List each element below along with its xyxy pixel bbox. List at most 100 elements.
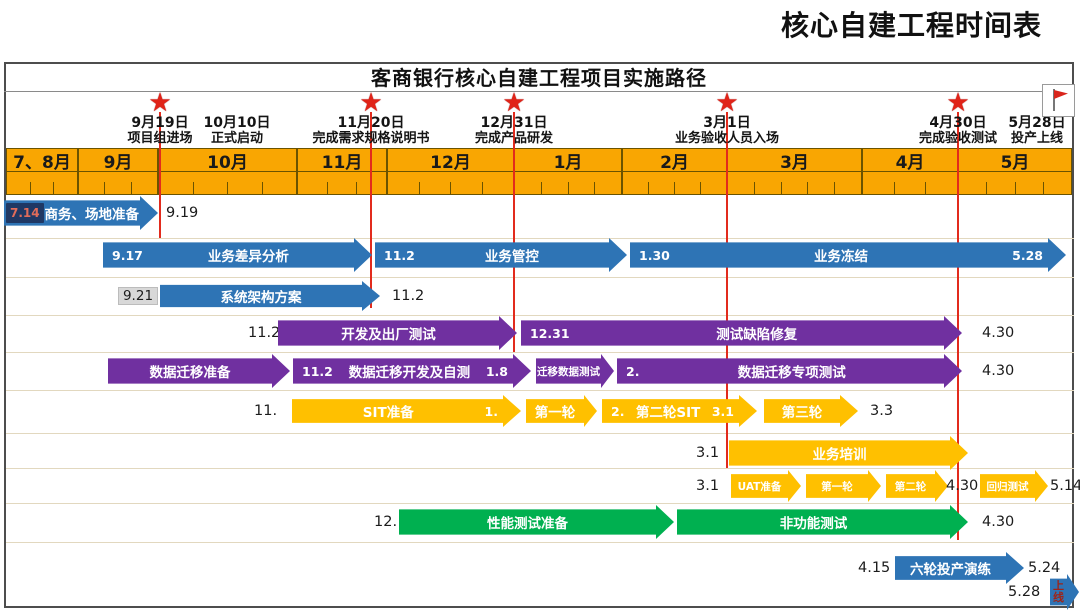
milestone-date: 5月28日 — [1008, 115, 1066, 131]
milestone-date: 11月20日 — [337, 115, 405, 131]
date-label: 5.28 — [1008, 584, 1041, 600]
task-bar: UAT准备 — [731, 470, 801, 502]
row-separator — [6, 277, 1074, 278]
week-cell — [649, 181, 675, 194]
task-bar-label: 上线 — [1053, 580, 1064, 604]
date-label: 4.30 — [982, 325, 1015, 341]
row-separator — [6, 352, 1074, 353]
date-label: 4.15 — [858, 560, 891, 576]
task-bar-label: UAT准备 — [737, 480, 782, 493]
milestone-line — [726, 112, 728, 468]
start-date-chip: 7.14 — [6, 203, 44, 223]
date-label: 11. — [254, 403, 278, 419]
week-cell — [542, 181, 569, 194]
week-cell — [388, 181, 420, 194]
date-label: 5.24 — [1028, 560, 1061, 576]
bar-end-date: 5.28 — [1012, 247, 1043, 263]
bar-end-date: 1.8 — [485, 363, 508, 379]
task-bar-label: 非功能测试 — [779, 516, 848, 532]
week-cell — [31, 181, 55, 194]
task-bar: 9.17 业务差异分析 — [103, 238, 372, 272]
date-label: 4.30 — [946, 478, 979, 494]
task-bar: 第一轮 — [806, 470, 881, 502]
week-cell — [132, 182, 157, 194]
task-bar: 第二轮 — [886, 470, 948, 502]
week-cell — [782, 181, 809, 194]
week-cell — [194, 181, 228, 194]
bar-start-date: 11.2 — [384, 247, 415, 263]
week-cell — [595, 182, 621, 194]
week-subrow — [958, 171, 1072, 195]
row-separator — [6, 315, 1074, 316]
date-label: 12. — [374, 514, 398, 530]
task-bar-label: 开发及出厂测试 — [341, 327, 436, 343]
row-separator — [6, 468, 1074, 469]
task-bar-label: 回归测试 — [986, 480, 1029, 493]
week-cell — [926, 182, 957, 194]
milestone-date: 12月31日 — [480, 115, 548, 131]
milestone-desc: 业务验收人员入场 — [674, 131, 780, 146]
bar-end-date: 3.1 — [711, 403, 734, 419]
milestone-label: 11月20日 完成需求规格说明书 — [312, 115, 429, 147]
task-bar: 业务培训 — [729, 436, 968, 470]
milestone-label: 12月31日 完成产品研发 — [474, 115, 554, 147]
week-subrow — [514, 171, 622, 195]
task-bar-label: 业务培训 — [812, 447, 867, 463]
week-subrow — [622, 171, 727, 195]
flag-icon — [1042, 84, 1075, 117]
row-separator — [6, 433, 1074, 434]
week-subrow — [78, 171, 158, 195]
task-bar: 12.31 测试缺陷修复 — [521, 316, 962, 350]
week-cell — [263, 182, 297, 194]
milestone-desc: 完成验收测试 — [918, 131, 998, 146]
week-subrow — [387, 171, 514, 195]
month-cell: 12月 — [387, 148, 514, 173]
milestone-desc: 项目组进场 — [127, 131, 193, 146]
task-bar: 1.30 业务冻结 5.28 — [630, 238, 1066, 272]
month-cell: 4月 — [862, 148, 958, 173]
week-cell — [7, 181, 31, 194]
page-title: 核心自建工程时间表 — [780, 9, 1042, 42]
task-bar-label: 数据迁移准备 — [149, 365, 231, 381]
week-cell — [623, 181, 649, 194]
milestone-desc: 完成产品研发 — [474, 131, 554, 146]
task-bar: 迁移数据测试 — [536, 354, 614, 388]
milestone-line — [957, 112, 959, 540]
task-bar: 2. 第二轮SIT 3.1 — [602, 395, 757, 427]
date-label: 5.14 — [1050, 478, 1080, 494]
date-label: 4.30 — [982, 363, 1015, 379]
week-cell — [755, 181, 782, 194]
week-cell — [1016, 181, 1044, 194]
week-cell — [298, 181, 328, 194]
task-bar-label: 第三轮 — [781, 405, 823, 421]
week-cell — [569, 181, 596, 194]
date-label: 3.1 — [696, 445, 720, 461]
week-cell — [54, 182, 77, 194]
golive-arrow: 上线 — [1050, 574, 1079, 610]
task-bar: 性能测试准备 — [399, 505, 674, 539]
task-bar-label: 第二轮SIT — [635, 405, 701, 421]
task-bar-label: 系统架构方案 — [220, 290, 302, 306]
month-cell: 10月 — [158, 148, 297, 173]
milestone-label: 4月30日 完成验收测试 — [918, 115, 998, 147]
task-bar-label: 商务、场地准备 — [44, 207, 140, 223]
month-cell: 11月 — [297, 148, 387, 173]
week-cell — [808, 181, 836, 194]
task-bar-label: 第一轮 — [534, 405, 576, 421]
milestone-label: 3月1日 业务验收人员入场 — [674, 116, 780, 147]
milestone-date: 4月30日 — [929, 115, 987, 131]
month-cell: 2月 — [622, 148, 727, 173]
milestone-label: 10月10日 正式启动 — [204, 116, 271, 147]
task-bar: 数据迁移准备 — [108, 354, 290, 388]
milestone-desc: 投产上线 — [1010, 131, 1064, 146]
task-bar: 系统架构方案 — [160, 281, 380, 311]
week-cell — [420, 181, 451, 194]
month-cell: 9月 — [78, 148, 158, 173]
week-cell — [451, 181, 483, 194]
week-cell — [1044, 182, 1071, 194]
week-subrow — [297, 171, 387, 195]
date-label: 3.1 — [696, 478, 720, 494]
month-cell: 1月 — [514, 148, 622, 173]
date-label: 11.2 — [248, 325, 281, 341]
task-bar: 非功能测试 — [677, 505, 968, 539]
